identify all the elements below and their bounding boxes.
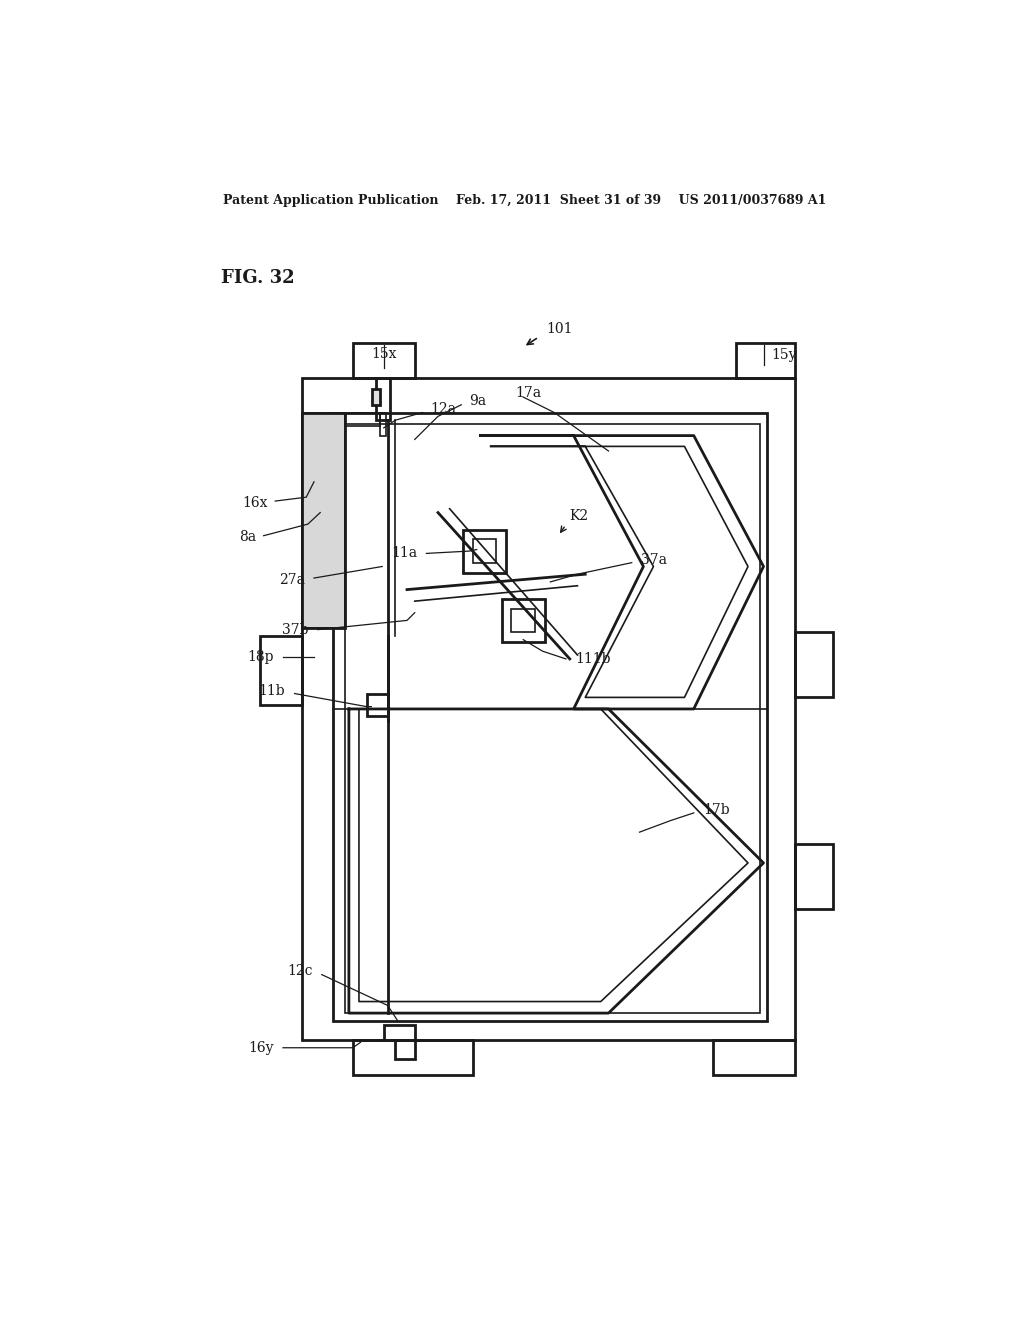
- Bar: [345, 424, 760, 1014]
- Text: K2: K2: [569, 510, 589, 524]
- Bar: [352, 1040, 473, 1074]
- Text: 18p: 18p: [247, 651, 273, 664]
- Bar: [380, 412, 386, 436]
- Bar: [260, 636, 302, 705]
- Bar: [736, 343, 795, 378]
- Bar: [713, 1040, 795, 1074]
- Bar: [302, 412, 345, 628]
- Bar: [511, 609, 536, 632]
- Text: 17a: 17a: [515, 387, 542, 400]
- Text: 8a: 8a: [239, 531, 256, 544]
- Bar: [795, 843, 834, 909]
- Bar: [334, 412, 767, 1020]
- Text: 11a: 11a: [391, 546, 417, 561]
- Text: 37a: 37a: [641, 553, 667, 568]
- Text: 9a: 9a: [469, 393, 486, 408]
- Text: 15y: 15y: [771, 347, 797, 362]
- Bar: [395, 1040, 415, 1059]
- Bar: [472, 540, 497, 562]
- Text: Patent Application Publication    Feb. 17, 2011  Sheet 31 of 39    US 2011/00376: Patent Application Publication Feb. 17, …: [223, 194, 826, 207]
- Bar: [376, 378, 390, 420]
- Text: 101: 101: [547, 322, 573, 337]
- Text: 111b: 111b: [575, 652, 610, 665]
- Bar: [502, 599, 545, 642]
- Bar: [352, 343, 415, 378]
- Bar: [345, 412, 380, 426]
- Bar: [302, 378, 795, 1040]
- Bar: [463, 529, 506, 573]
- Bar: [372, 389, 380, 405]
- Text: 12a: 12a: [430, 401, 457, 416]
- Text: 27a: 27a: [279, 573, 305, 587]
- Text: 11b: 11b: [259, 684, 286, 698]
- Bar: [795, 632, 834, 697]
- Text: 37b: 37b: [282, 623, 308, 636]
- Bar: [384, 1024, 415, 1040]
- Text: FIG. 32: FIG. 32: [221, 269, 295, 286]
- Text: 12c: 12c: [287, 964, 312, 978]
- Text: 16x: 16x: [242, 495, 267, 510]
- Bar: [367, 694, 388, 715]
- Bar: [302, 412, 345, 628]
- Text: 16y: 16y: [248, 1040, 273, 1055]
- Text: 15x: 15x: [371, 347, 396, 360]
- Text: 17b: 17b: [703, 803, 730, 817]
